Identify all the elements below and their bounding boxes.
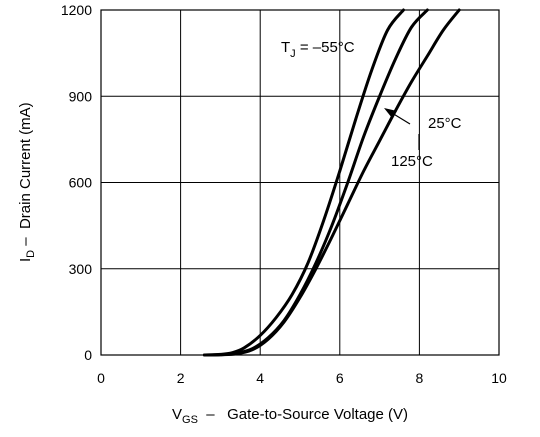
label-25c: 25°C [428, 115, 462, 132]
arrow-line [391, 112, 411, 125]
label-125c: 125°C [391, 153, 433, 170]
x-tick-labels: 0 2 4 6 8 10 [97, 370, 507, 386]
y-tick-label: 900 [69, 88, 93, 104]
x-tick-label: 2 [177, 370, 185, 386]
y-tick-label: 300 [69, 261, 93, 277]
x-tick-label: 6 [336, 370, 344, 386]
y-axis-title: ID – Drain Current (mA) [17, 102, 37, 262]
x-tick-label: 0 [97, 370, 105, 386]
grid [100, 9, 500, 356]
x-tick-label: 4 [256, 370, 264, 386]
x-tick-label: 8 [416, 370, 424, 386]
y-tick-label: 600 [69, 175, 93, 191]
y-tick-labels: 0 300 600 900 1200 [61, 2, 92, 363]
arrow-head [384, 108, 397, 118]
x-tick-label: 10 [491, 370, 507, 386]
curves [202, 8, 461, 357]
curve-125c [202, 8, 461, 357]
x-axis-title: VGS – Gate-to-Source Voltage (V) [172, 406, 408, 426]
tj-label: TJ = –55°C [281, 39, 355, 60]
plot-frame [100, 9, 500, 356]
y-tick-label: 0 [84, 347, 92, 363]
y-tick-label: 1200 [61, 2, 92, 18]
